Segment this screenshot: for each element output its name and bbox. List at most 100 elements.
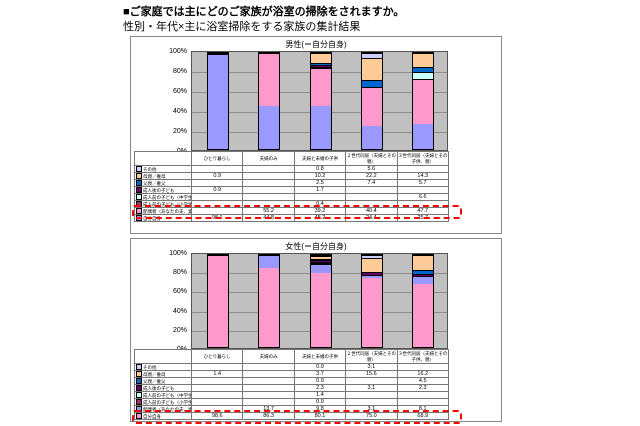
value-cell bbox=[397, 364, 449, 371]
bar-segment bbox=[310, 262, 331, 264]
row-label: 配偶者（あなたの夫、妻など） bbox=[143, 208, 191, 214]
value-cell: 3.1 bbox=[346, 364, 398, 371]
row-label-cell: 自分自身 bbox=[135, 215, 192, 222]
value-cell bbox=[192, 364, 244, 371]
value-cell: 86.3 bbox=[243, 413, 295, 420]
bar-segment bbox=[361, 125, 382, 149]
row-label: 配偶者（あなたの夫、妻など） bbox=[143, 406, 191, 412]
bar-male-3 bbox=[309, 52, 332, 150]
legend-swatch bbox=[136, 187, 142, 193]
bar-segment bbox=[361, 58, 382, 80]
value-cell: 40.4 bbox=[346, 208, 398, 215]
value-cell bbox=[243, 194, 295, 201]
bar-segment bbox=[207, 54, 228, 149]
bar-segment bbox=[207, 53, 228, 54]
legend-swatch bbox=[136, 385, 142, 391]
value-cell: 2.3 bbox=[294, 385, 347, 392]
value-cell bbox=[243, 392, 295, 399]
value-cell bbox=[243, 187, 295, 194]
value-cell bbox=[397, 201, 449, 208]
value-cell bbox=[192, 166, 244, 173]
row-label-cell: 成人前の子ども（小学生以下） bbox=[135, 399, 192, 406]
bar-segment bbox=[310, 67, 331, 106]
bar-male-1 bbox=[206, 52, 229, 150]
bar-segment bbox=[361, 86, 382, 126]
value-cell: 1.4 bbox=[192, 371, 244, 378]
bar-segment bbox=[413, 72, 434, 79]
bar-segment bbox=[361, 53, 382, 59]
value-cell bbox=[243, 371, 295, 378]
value-cell bbox=[243, 364, 295, 371]
y-axis-label: 100% bbox=[169, 48, 187, 55]
row-label-cell: その他 bbox=[135, 166, 192, 173]
row-label: 母親／養母 bbox=[143, 371, 166, 377]
value-cell: 5.6 bbox=[346, 166, 398, 173]
value-cell bbox=[397, 399, 449, 406]
row-label-cell: 成人後の子ども bbox=[135, 187, 192, 194]
y-axis-label: 100% bbox=[169, 250, 187, 257]
bar-segment bbox=[259, 267, 280, 347]
row-label-cell: 父親／養父 bbox=[135, 378, 192, 385]
row-label-cell: 母親／養母 bbox=[135, 173, 192, 180]
value-cell bbox=[192, 392, 244, 399]
value-cell: 6.6 bbox=[397, 194, 449, 201]
column-header-1: ひとり暮らし bbox=[192, 152, 244, 166]
bar-segment bbox=[361, 255, 382, 258]
row-label-cell: 成人前の子ども（中学生以上） bbox=[135, 392, 192, 399]
row-label: 母親／養母 bbox=[143, 173, 166, 179]
y-axis-label: 60% bbox=[172, 88, 187, 95]
row-label-cell: 成人後の子ども bbox=[135, 385, 192, 392]
bar-segment bbox=[310, 105, 331, 149]
legend-swatch bbox=[136, 201, 142, 207]
bar-segment bbox=[361, 79, 382, 87]
value-cell bbox=[192, 399, 244, 406]
column-header-2: 夫婦のみ bbox=[243, 152, 295, 166]
bar-segment bbox=[413, 269, 434, 275]
bar-segment bbox=[310, 264, 331, 274]
column-header-1: ひとり暮らし bbox=[192, 350, 244, 364]
bar-segment bbox=[413, 66, 434, 73]
value-cell: 13.7 bbox=[243, 406, 295, 413]
chart-panel-male: 男性(＝自分自身)0%20%40%60%80%100%ひとり暮らし夫婦のみ夫婦と… bbox=[130, 36, 502, 234]
value-cell: 0.9 bbox=[294, 378, 347, 385]
bar-segment bbox=[361, 272, 382, 276]
legend-swatch bbox=[136, 173, 142, 179]
row-label-cell: 母親／養母 bbox=[135, 371, 192, 378]
column-header-3: 夫婦と未婚の子供 bbox=[294, 152, 347, 166]
bar-segment bbox=[413, 78, 434, 125]
value-cell bbox=[243, 399, 295, 406]
value-cell: 10.2 bbox=[294, 173, 347, 180]
legend-swatch bbox=[136, 364, 142, 370]
y-axis-label: 80% bbox=[172, 269, 187, 277]
value-cell bbox=[346, 187, 398, 194]
value-cell bbox=[346, 378, 398, 385]
y-axis-label: 20% bbox=[172, 128, 187, 135]
value-cell bbox=[192, 406, 244, 413]
value-cell bbox=[346, 399, 398, 406]
bar-segment bbox=[310, 255, 331, 256]
table-row: 自分自身 98.1 44.8 45.2 24.4 25.7 bbox=[135, 215, 449, 222]
value-cell bbox=[192, 194, 244, 201]
bar-segment bbox=[310, 53, 331, 63]
value-cell bbox=[243, 201, 295, 208]
bar-male-4 bbox=[360, 52, 383, 150]
value-cell bbox=[192, 208, 244, 215]
chart-panel-female: 女性(＝自分自身)0%20%40%60%80%100%ひとり暮らし夫婦のみ夫婦と… bbox=[130, 238, 502, 424]
y-axis-label: 40% bbox=[172, 307, 187, 315]
value-cell bbox=[397, 392, 449, 399]
value-cell: 75.0 bbox=[346, 413, 398, 420]
value-cell: 5.7 bbox=[397, 180, 449, 187]
bar-segment bbox=[207, 53, 228, 55]
y-axis-label: 60% bbox=[172, 288, 187, 296]
value-cell: 0.4 bbox=[294, 201, 347, 208]
value-cell: 1.4 bbox=[294, 392, 347, 399]
y-axis-label: 80% bbox=[172, 68, 187, 75]
value-cell bbox=[243, 166, 295, 173]
column-header-4: ２世代同居（夫婦とその親） bbox=[346, 152, 398, 166]
table-header-row: ひとり暮らし 夫婦のみ 夫婦と未婚の子供 ２世代同居（夫婦とその親） ３世代同居（夫婦と… bbox=[135, 152, 449, 166]
value-cell bbox=[243, 180, 295, 187]
legend-swatch bbox=[136, 208, 142, 214]
row-label: その他 bbox=[143, 166, 157, 172]
legend-swatch bbox=[136, 413, 142, 419]
data-table-male: ひとり暮らし 夫婦のみ 夫婦と未婚の子供 ２世代同居（夫婦とその親） ３世代同居（夫婦と… bbox=[134, 151, 449, 222]
